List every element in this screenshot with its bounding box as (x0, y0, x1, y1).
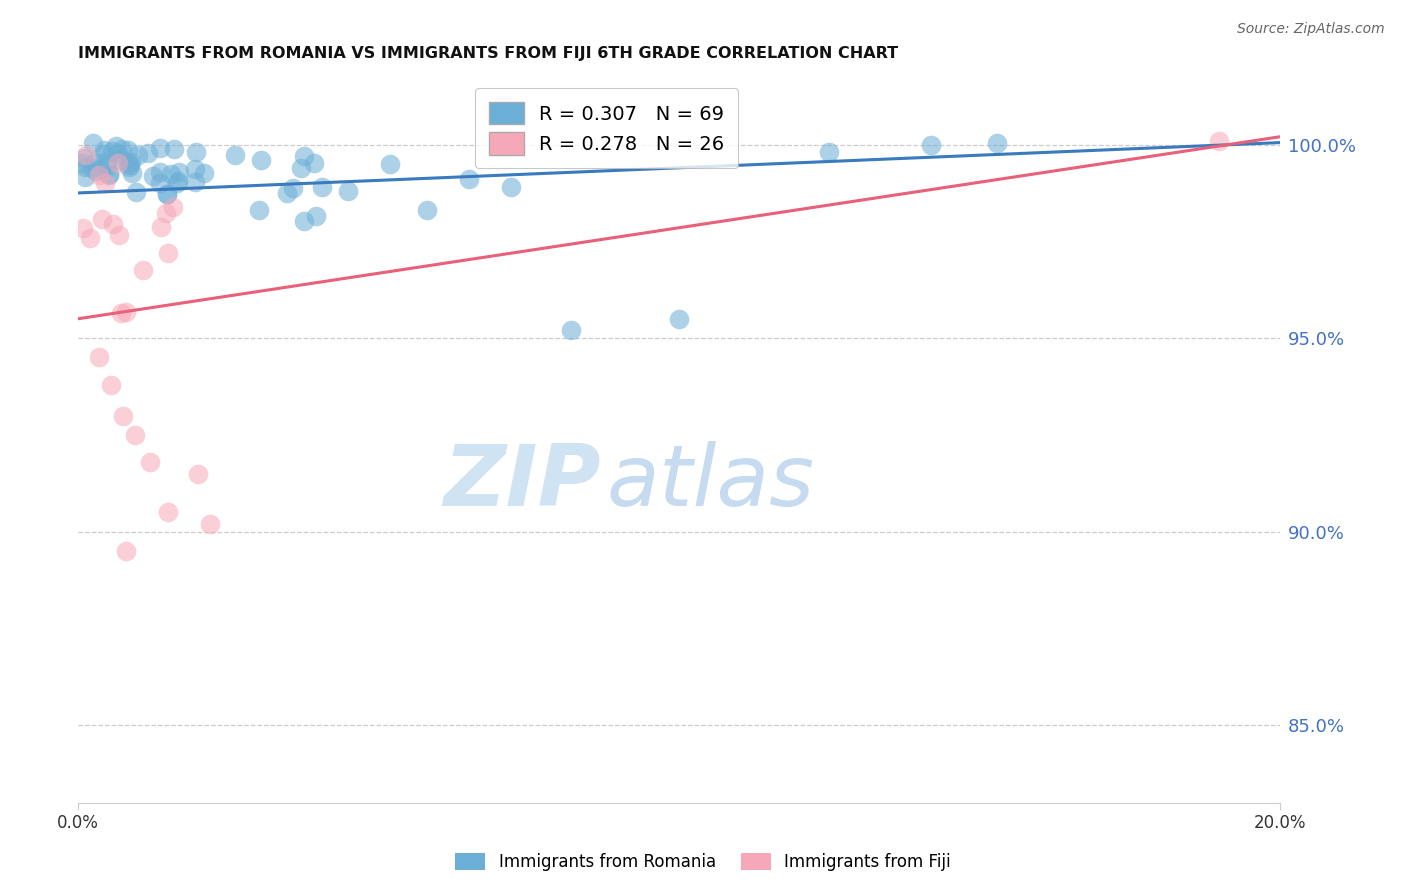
Point (120, 155, 142, 169)
Point (304, 210, 326, 224)
Point (157, 505, 180, 519)
Point (115, 544, 138, 558)
Point (157, 246, 180, 260)
Legend: Immigrants from Romania, Immigrants from Fiji: Immigrants from Romania, Immigrants from… (447, 845, 959, 880)
Point (97, 167, 120, 181)
Point (104, 139, 127, 153)
Point (103, 217, 125, 231)
Point (121, 166, 143, 180)
Point (149, 141, 172, 155)
Text: atlas: atlas (607, 441, 814, 524)
Point (89, 168, 111, 182)
Legend: R = 0.307   N = 69, R = 0.278   N = 26: R = 0.307 N = 69, R = 0.278 N = 26 (475, 88, 738, 169)
Point (117, 143, 139, 157)
Point (96, 160, 118, 174)
Point (118, 158, 141, 172)
Point (96, 154, 118, 169)
Y-axis label: 6th Grade: 6th Grade (0, 401, 7, 477)
Point (101, 145, 124, 159)
Point (83, 155, 105, 169)
Point (415, 203, 437, 218)
Point (107, 146, 129, 161)
Point (73, 170, 96, 185)
Point (139, 455, 162, 469)
Text: IMMIGRANTS FROM ROMANIA VS IMMIGRANTS FROM FIJI 6TH GRADE CORRELATION CHART: IMMIGRANTS FROM ROMANIA VS IMMIGRANTS FR… (79, 46, 898, 62)
Point (250, 153, 273, 168)
Point (110, 305, 132, 319)
Point (163, 142, 186, 156)
Point (72, 221, 94, 235)
Point (142, 169, 165, 183)
Point (149, 219, 172, 234)
Point (136, 146, 159, 161)
Point (156, 186, 179, 201)
Point (73, 160, 96, 174)
Point (166, 177, 188, 191)
Point (90, 162, 112, 177)
Point (290, 161, 312, 176)
Point (247, 202, 270, 217)
Point (183, 162, 205, 177)
Point (193, 166, 215, 180)
Text: Source: ZipAtlas.com: Source: ZipAtlas.com (1237, 22, 1385, 37)
Point (292, 149, 315, 163)
Point (94, 177, 117, 191)
Point (302, 155, 325, 169)
Point (115, 305, 138, 319)
Point (818, 145, 841, 160)
Point (224, 148, 246, 162)
Point (124, 428, 146, 442)
Point (276, 186, 298, 200)
Point (920, 137, 942, 152)
Point (91, 211, 114, 226)
Point (75, 148, 97, 162)
Point (560, 323, 582, 337)
Point (380, 157, 402, 171)
Point (108, 228, 131, 243)
Point (111, 142, 134, 156)
Point (110, 153, 132, 167)
Point (155, 206, 177, 220)
Point (337, 184, 360, 198)
Point (292, 214, 315, 228)
Point (84, 164, 107, 178)
Point (149, 165, 172, 179)
Point (986, 136, 1008, 150)
Point (125, 185, 148, 199)
Point (311, 180, 333, 194)
Point (80, 161, 103, 175)
Point (112, 409, 135, 423)
Point (89, 351, 111, 365)
Point (93, 143, 115, 157)
Point (457, 172, 479, 186)
Point (79, 231, 101, 245)
Point (184, 175, 207, 189)
Point (107, 155, 129, 169)
Point (117, 156, 139, 170)
Point (72, 156, 94, 170)
Point (93, 147, 115, 161)
Point (100, 377, 122, 392)
Point (499, 180, 522, 194)
Point (200, 516, 222, 531)
Point (187, 467, 209, 481)
Point (1208, 134, 1230, 148)
Point (281, 181, 304, 195)
Point (82, 136, 104, 150)
Point (127, 148, 149, 162)
Point (118, 160, 141, 174)
Point (149, 176, 172, 190)
Point (73, 151, 96, 165)
Point (162, 200, 184, 214)
Point (184, 145, 207, 159)
Point (98, 168, 121, 182)
Point (132, 262, 155, 277)
Point (668, 311, 690, 326)
Point (156, 187, 179, 202)
Point (167, 164, 190, 178)
Point (167, 174, 190, 188)
Text: ZIP: ZIP (443, 441, 600, 524)
Point (160, 167, 183, 181)
